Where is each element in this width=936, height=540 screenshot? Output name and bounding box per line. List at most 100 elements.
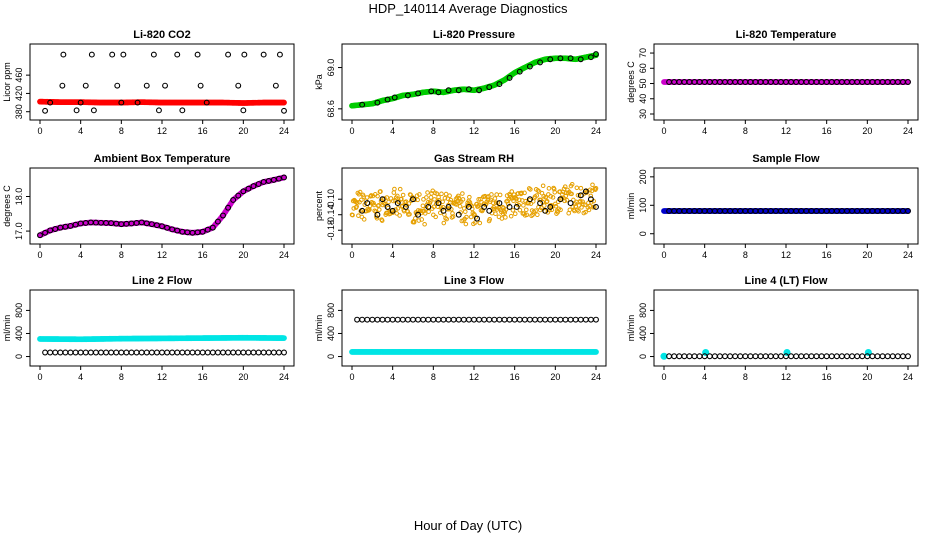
x-tick-label: 16: [510, 126, 520, 136]
data-point: [706, 353, 713, 360]
data-point: [434, 191, 440, 196]
data-point: [509, 189, 515, 194]
data-point: [82, 349, 89, 356]
data-point: [400, 192, 406, 198]
y-tick-label: 380: [14, 104, 24, 119]
panel-title: Line 3 Flow: [444, 275, 504, 287]
data-point: [456, 193, 461, 199]
data-point: [747, 353, 754, 360]
data-point: [443, 191, 449, 197]
data-point: [432, 197, 437, 202]
data-point: [60, 51, 67, 58]
data-point: [537, 316, 544, 323]
data-point: [220, 349, 226, 356]
data-point: [818, 353, 825, 360]
data-point: [399, 316, 406, 323]
data-point: [399, 196, 404, 202]
data-point: [134, 99, 141, 106]
data-point: [522, 190, 527, 196]
data-point: [388, 196, 394, 201]
data-point: [150, 51, 157, 58]
x-tick-label: 12: [469, 126, 479, 136]
data-point: [138, 349, 145, 356]
data-point: [52, 226, 59, 232]
x-axis-title: Hour of Day (UTC): [413, 518, 523, 533]
data-point: [197, 82, 204, 89]
data-point: [481, 204, 488, 210]
data-point: [441, 220, 447, 226]
data-point: [220, 212, 226, 219]
data-point: [503, 215, 508, 220]
y-axis-label: ml/min: [626, 193, 636, 220]
data-point: [386, 199, 391, 205]
data-point: [199, 349, 206, 356]
data-point: [428, 195, 434, 200]
data-point: [513, 204, 520, 210]
data-point: [547, 204, 554, 210]
data-point: [516, 316, 523, 323]
data-point: [92, 349, 99, 356]
data-point: [118, 99, 125, 106]
data-point: [716, 353, 723, 360]
y-tick-label: 800: [14, 303, 24, 318]
series-2: [42, 349, 287, 356]
data-point: [407, 211, 412, 217]
data-point: [404, 92, 411, 99]
data-point: [854, 353, 861, 360]
x-tick-label: 12: [157, 372, 167, 382]
x-tick-label: 24: [903, 126, 913, 136]
data-point: [572, 316, 579, 323]
data-point: [62, 349, 69, 356]
data-point: [108, 349, 115, 356]
y-axis-label: degrees C: [2, 185, 12, 227]
data-point: [578, 185, 584, 191]
data-point: [447, 193, 452, 199]
data-point: [455, 316, 462, 323]
data-point: [543, 194, 549, 200]
data-point: [240, 107, 247, 114]
y-axis-label: kPa: [314, 74, 324, 90]
data-point: [404, 316, 411, 323]
data-point: [425, 204, 432, 210]
data-point: [260, 51, 267, 58]
data-point: [114, 82, 121, 89]
data-point: [230, 196, 237, 203]
series-1: [349, 349, 599, 355]
data-point: [540, 183, 546, 189]
data-point: [379, 196, 386, 203]
data-point: [696, 353, 703, 360]
data-point: [378, 189, 383, 194]
data-point: [374, 99, 381, 106]
data-point: [828, 353, 835, 360]
x-tick-label: 0: [661, 126, 666, 136]
data-point: [435, 200, 442, 207]
data-point: [417, 192, 422, 197]
data-point: [225, 51, 232, 58]
x-tick-label: 20: [238, 126, 248, 136]
data-point: [402, 204, 409, 210]
data-point: [737, 353, 744, 360]
data-point: [553, 201, 558, 207]
data-point: [567, 316, 574, 323]
data-point: [590, 182, 595, 188]
data-point: [526, 63, 533, 70]
data-point: [788, 353, 795, 360]
data-point: [465, 204, 472, 210]
data-point: [548, 194, 553, 199]
data-point: [471, 316, 477, 323]
data-point: [539, 205, 544, 211]
data-point: [793, 353, 800, 360]
data-point: [87, 349, 94, 356]
data-point: [578, 198, 583, 204]
data-point: [493, 211, 498, 216]
data-point: [420, 203, 426, 209]
x-tick-label: 8: [743, 126, 748, 136]
data-point: [128, 349, 135, 356]
data-point: [889, 353, 896, 360]
data-point: [533, 208, 538, 214]
x-tick-label: 8: [119, 126, 124, 136]
y-tick-label: 50: [638, 79, 648, 89]
x-tick-label: 0: [661, 372, 666, 382]
data-point: [496, 81, 503, 88]
